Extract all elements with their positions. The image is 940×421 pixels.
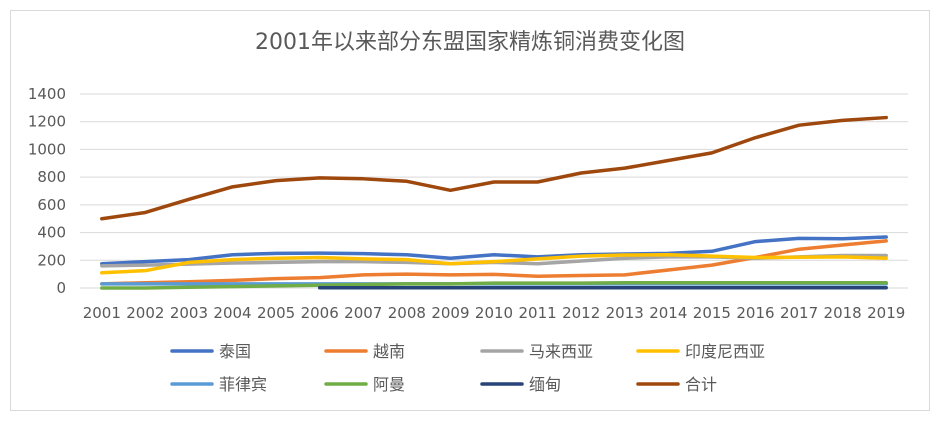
y-tick-label: 600 bbox=[37, 196, 66, 214]
y-tick-label: 400 bbox=[37, 224, 66, 242]
legend-label: 缅甸 bbox=[529, 375, 561, 394]
y-tick-label: 1400 bbox=[28, 85, 66, 103]
legend-label: 马来西亚 bbox=[529, 342, 593, 361]
x-tick-label: 2003 bbox=[170, 304, 208, 322]
series-line bbox=[100, 280, 888, 290]
legend-label: 菲律宾 bbox=[219, 375, 267, 394]
y-axis-ticks: 0 200 400 600 800 1000 1200 1400 bbox=[28, 85, 66, 297]
y-tick-label: 0 bbox=[56, 279, 66, 297]
x-tick-label: 2015 bbox=[693, 304, 731, 322]
x-tick-label: 2019 bbox=[867, 304, 905, 322]
x-tick-label: 2010 bbox=[475, 304, 513, 322]
x-tick-label: 2013 bbox=[606, 304, 644, 322]
series-line bbox=[100, 115, 888, 221]
y-tick-label: 1200 bbox=[28, 113, 66, 131]
legend-label: 合计 bbox=[685, 375, 717, 394]
legend-label: 泰国 bbox=[219, 342, 251, 361]
x-tick-label: 2016 bbox=[736, 304, 774, 322]
x-tick-label: 2008 bbox=[388, 304, 426, 322]
x-tick-label: 2005 bbox=[257, 304, 295, 322]
x-tick-label: 2004 bbox=[213, 304, 251, 322]
x-tick-label: 2006 bbox=[301, 304, 339, 322]
x-tick-label: 2001 bbox=[83, 304, 121, 322]
x-tick-label: 2014 bbox=[649, 304, 687, 322]
series-line bbox=[100, 252, 888, 275]
y-tick-label: 200 bbox=[37, 251, 66, 269]
chart-title: 2001年以来部分东盟国家精炼铜消费变化图 bbox=[255, 30, 685, 55]
series-lines bbox=[100, 115, 888, 290]
legend-label: 阿曼 bbox=[373, 375, 405, 394]
x-tick-label: 2002 bbox=[126, 304, 164, 322]
legend-label: 越南 bbox=[373, 342, 405, 361]
y-tick-label: 800 bbox=[37, 168, 66, 186]
x-tick-label: 2018 bbox=[824, 304, 862, 322]
x-tick-label: 2009 bbox=[431, 304, 469, 322]
series-line bbox=[100, 235, 888, 266]
y-tick-label: 1000 bbox=[28, 140, 66, 158]
x-tick-label: 2011 bbox=[518, 304, 556, 322]
x-tick-label: 2017 bbox=[780, 304, 818, 322]
chart-frame bbox=[10, 10, 930, 411]
x-tick-label: 2012 bbox=[562, 304, 600, 322]
legend-label: 印度尼西亚 bbox=[685, 342, 765, 361]
x-axis-ticks: 2001 2002 2003 2004 2005 2006 2007 2008 2009 2010… bbox=[83, 304, 906, 322]
x-tick-label: 2007 bbox=[344, 304, 382, 322]
